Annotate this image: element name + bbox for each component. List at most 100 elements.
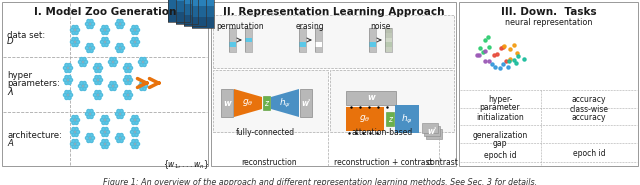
Point <box>508 58 518 61</box>
Bar <box>369 28 376 33</box>
Circle shape <box>72 43 75 46</box>
Circle shape <box>141 60 145 64</box>
Circle shape <box>135 127 138 131</box>
Circle shape <box>75 115 78 119</box>
Circle shape <box>111 60 115 64</box>
Bar <box>385 28 392 52</box>
Circle shape <box>106 130 109 134</box>
Text: hyper-: hyper- <box>488 95 512 103</box>
Circle shape <box>110 58 113 61</box>
Circle shape <box>135 115 138 119</box>
Text: neural representation: neural representation <box>505 18 592 27</box>
Circle shape <box>128 75 131 79</box>
Circle shape <box>133 142 137 146</box>
Circle shape <box>98 90 101 94</box>
Circle shape <box>105 145 108 149</box>
Bar <box>422 123 438 133</box>
Circle shape <box>106 40 109 44</box>
Point <box>489 53 499 56</box>
Circle shape <box>76 118 79 122</box>
Circle shape <box>98 81 101 85</box>
Circle shape <box>129 66 132 70</box>
Point <box>502 66 513 69</box>
Circle shape <box>75 31 78 35</box>
Bar <box>314 28 321 33</box>
Text: II. Representation Learning Approach: II. Representation Learning Approach <box>223 7 444 17</box>
Bar <box>192 6 214 17</box>
Circle shape <box>108 60 111 64</box>
Circle shape <box>92 46 95 50</box>
Point <box>490 66 500 69</box>
Circle shape <box>72 139 75 143</box>
Circle shape <box>87 110 90 113</box>
Point <box>495 66 505 69</box>
Circle shape <box>120 25 123 28</box>
Text: class-wise: class-wise <box>570 105 609 115</box>
Circle shape <box>98 96 101 100</box>
Circle shape <box>87 43 90 47</box>
Bar <box>244 42 252 47</box>
Circle shape <box>76 130 79 134</box>
Circle shape <box>70 40 74 44</box>
Circle shape <box>102 127 105 131</box>
Text: initialization: initialization <box>476 112 524 122</box>
Circle shape <box>113 82 116 85</box>
Circle shape <box>99 78 102 82</box>
Circle shape <box>98 75 101 79</box>
Circle shape <box>80 82 83 85</box>
Circle shape <box>105 139 108 143</box>
Circle shape <box>132 43 135 46</box>
Bar <box>2 2 208 166</box>
Circle shape <box>65 81 68 85</box>
Circle shape <box>113 87 116 90</box>
Point <box>483 36 493 38</box>
Circle shape <box>80 58 83 61</box>
Circle shape <box>96 78 100 82</box>
Bar <box>192 0 214 28</box>
Circle shape <box>92 136 95 140</box>
Circle shape <box>93 78 97 82</box>
Circle shape <box>128 90 131 94</box>
Circle shape <box>132 31 135 35</box>
Circle shape <box>72 38 75 41</box>
Circle shape <box>122 112 125 116</box>
Circle shape <box>90 110 93 113</box>
Bar <box>346 107 384 131</box>
Text: attention-based: attention-based <box>352 128 413 137</box>
Circle shape <box>66 93 70 97</box>
Circle shape <box>75 121 78 125</box>
Circle shape <box>72 26 75 29</box>
Circle shape <box>73 118 77 122</box>
Circle shape <box>118 112 122 116</box>
Circle shape <box>103 118 107 122</box>
Circle shape <box>72 115 75 119</box>
Circle shape <box>100 40 104 44</box>
Circle shape <box>75 145 78 149</box>
Circle shape <box>122 46 125 50</box>
Circle shape <box>118 46 122 50</box>
Circle shape <box>117 115 120 119</box>
Circle shape <box>75 133 78 137</box>
Bar <box>176 12 198 24</box>
Bar <box>459 2 638 166</box>
Circle shape <box>124 66 127 70</box>
Point <box>512 51 522 54</box>
Circle shape <box>90 19 93 23</box>
Point <box>511 61 521 64</box>
Bar <box>385 33 392 38</box>
Point <box>505 57 515 60</box>
Circle shape <box>106 28 109 32</box>
Point <box>500 59 511 62</box>
Circle shape <box>88 22 92 26</box>
Circle shape <box>145 60 148 64</box>
Circle shape <box>102 38 105 41</box>
Circle shape <box>73 142 77 146</box>
Circle shape <box>125 63 128 67</box>
Circle shape <box>120 134 123 137</box>
Point <box>479 50 490 53</box>
Circle shape <box>128 81 131 85</box>
Bar <box>263 96 270 110</box>
Circle shape <box>75 26 78 29</box>
Bar <box>314 28 321 52</box>
Point <box>484 45 494 48</box>
